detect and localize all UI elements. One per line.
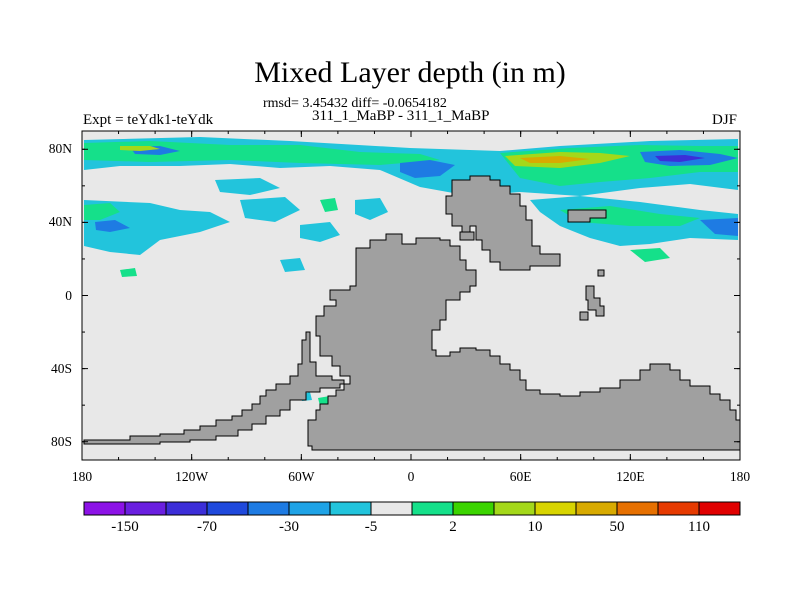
lon-tick-label: 0 [407, 469, 415, 484]
colorbar-swatch [657, 501, 700, 516]
lat-tick-label: 80S [50, 433, 72, 449]
anomaly-patch [84, 141, 440, 165]
colorbar-label: -70 [197, 519, 217, 535]
lat-tick-label: 80N [48, 141, 72, 157]
experiment-label: Expt = teYdk1-teYdk [83, 112, 214, 128]
lon-tick-label: 60W [288, 469, 315, 484]
colorbar-swatch [616, 501, 659, 516]
lon-tick-label: 120E [616, 469, 645, 484]
colorbar-swatch [411, 501, 454, 516]
anomaly-patch [655, 155, 705, 162]
anomaly-patch [215, 178, 280, 195]
axis-ticks [81, 131, 741, 460]
anomaly-patch [355, 198, 388, 220]
colorbar-swatch [575, 501, 618, 516]
land-island [585, 285, 605, 317]
land-island [459, 231, 475, 241]
colorbar-swatch [165, 501, 208, 516]
colorbar-swatch [288, 501, 331, 516]
land-continent-west [307, 233, 741, 451]
colorbar [83, 501, 741, 516]
map-panel [81, 130, 741, 461]
season-label: DJF [712, 112, 738, 128]
land-africa-eurasia [445, 175, 561, 271]
map-title: Mixed Layer depth (in m) [254, 56, 566, 89]
colorbar-swatch [124, 501, 167, 516]
lon-tick-label: 180 [71, 469, 93, 484]
lon-tick-label: 60E [509, 469, 532, 484]
colorbar-swatch [370, 501, 413, 516]
colorbar-label: 2 [449, 519, 457, 535]
colorbar-label: -30 [279, 519, 299, 535]
anomaly-patch [630, 248, 670, 262]
colorbar-label: -5 [364, 519, 378, 535]
colorbar-swatch [534, 501, 577, 516]
colorbar-swatch [698, 501, 741, 516]
lon-tick-label: 120W [175, 469, 209, 484]
land-masses [83, 175, 741, 451]
anomaly-patch [320, 198, 338, 212]
anomaly-patch [400, 160, 455, 178]
land-island [597, 269, 605, 277]
colorbar-swatch [247, 501, 290, 516]
lat-tick-label: 0 [65, 287, 72, 303]
colorbar-label: -150 [111, 519, 139, 535]
land-island [567, 209, 607, 223]
lon-tick-label: 180 [729, 469, 751, 484]
land-island [579, 311, 589, 321]
land-antarctic-west [83, 331, 345, 445]
colorbar-swatch [83, 501, 126, 516]
anomaly-patch [300, 222, 340, 242]
colorbar-swatch [493, 501, 536, 516]
anomaly-patch [120, 146, 160, 151]
colorbar-swatch [329, 501, 372, 516]
colorbar-label: 50 [609, 519, 625, 535]
colorbar-label: 10 [527, 519, 543, 535]
anomaly-patch [84, 203, 120, 220]
anomaly-patch [95, 220, 130, 232]
anomaly-patch [700, 218, 738, 236]
stats-line: rmsd= 3.45432 diff= -0.0654182 [263, 96, 447, 111]
colorbar-label: 110 [688, 519, 710, 535]
anomaly-patch [280, 258, 305, 272]
anomaly-patch [120, 268, 137, 277]
lat-tick-label: 40S [50, 360, 72, 376]
anomaly-patch [240, 197, 300, 222]
lat-tick-label: 40N [48, 214, 72, 230]
anomaly-fills [84, 137, 738, 406]
anomaly-patch [84, 200, 230, 255]
colorbar-swatch [206, 501, 249, 516]
runs-line: 311_1_MaBP - 311_1_MaBP [312, 108, 490, 124]
colorbar-swatch [452, 501, 495, 516]
anomaly-patch [520, 156, 590, 163]
